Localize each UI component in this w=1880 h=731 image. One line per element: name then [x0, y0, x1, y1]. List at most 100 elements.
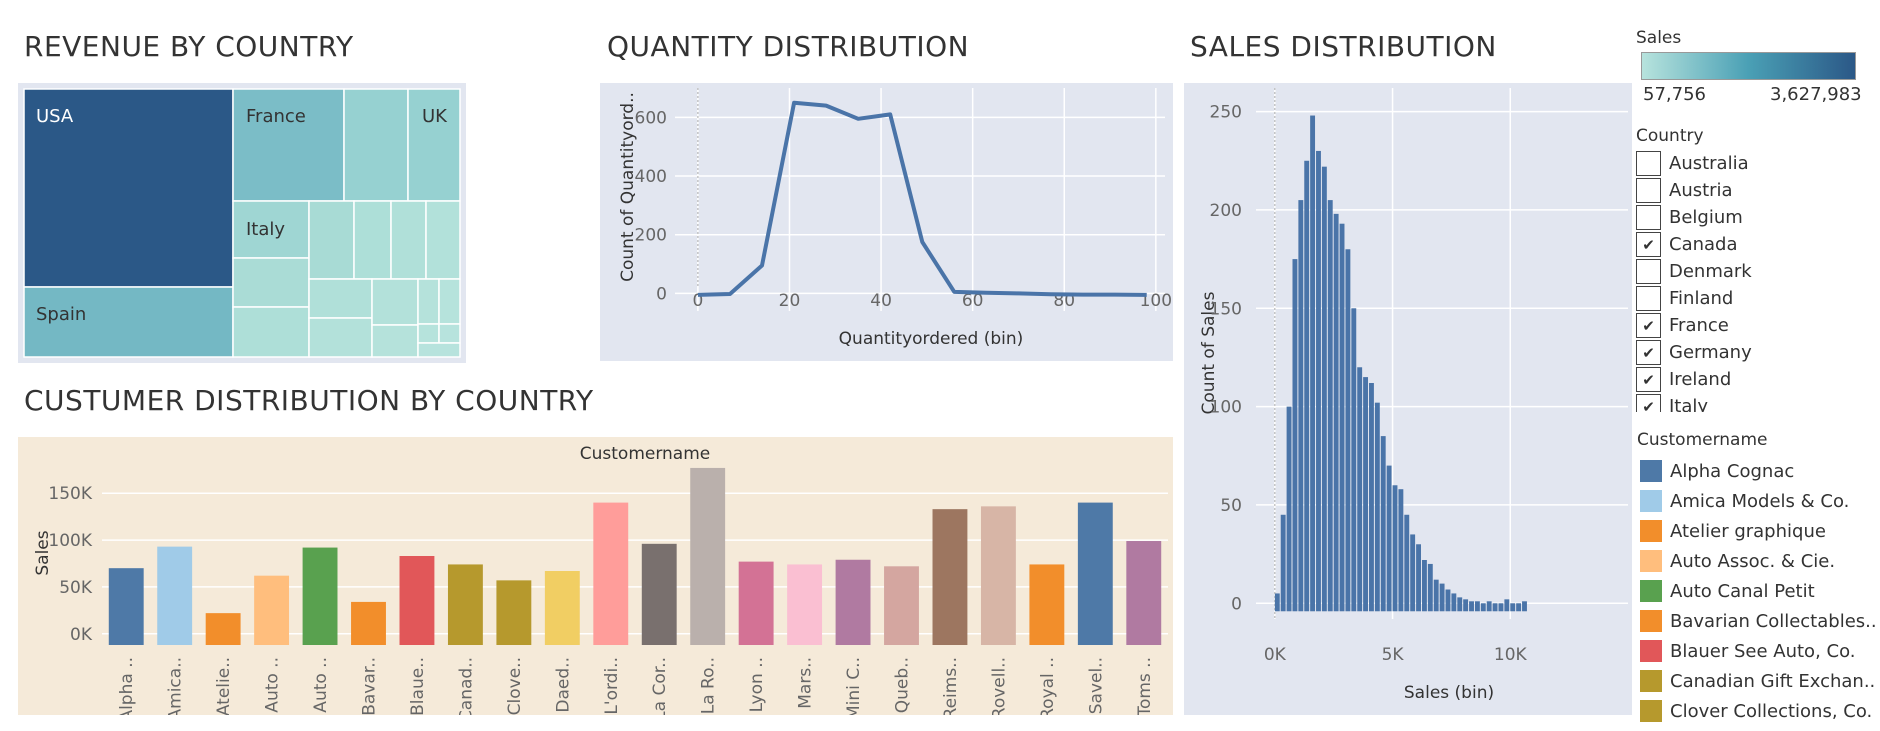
country-filter-item[interactable]: Denmark	[1636, 258, 1856, 285]
sales-histogram-bar[interactable]	[1298, 200, 1304, 612]
customer-legend-item[interactable]: Auto Canal Petit	[1640, 576, 1880, 606]
country-filter-item[interactable]: ✔ Ireland	[1636, 366, 1856, 393]
country-checkbox[interactable]: ✔	[1636, 367, 1661, 392]
sales-histogram-bar[interactable]	[1369, 383, 1374, 612]
customer-bar[interactable]	[641, 543, 677, 645]
sales-histogram-bar[interactable]	[1351, 308, 1357, 612]
customer-bar[interactable]	[787, 564, 823, 645]
customer-bar[interactable]	[254, 575, 290, 645]
customer-bar[interactable]	[496, 580, 532, 645]
country-checkbox[interactable]: ✔	[1636, 394, 1661, 412]
treemap-cell[interactable]	[232, 306, 310, 358]
sales-histogram-bar[interactable]	[1357, 367, 1363, 612]
sales-histogram-bar[interactable]	[1286, 406, 1292, 612]
customer-legend-item[interactable]: Bavarian Collectables..	[1640, 606, 1880, 636]
sales-histogram-bar[interactable]	[1486, 601, 1492, 612]
country-filter-list[interactable]: Australia Austria Belgium ✔ Canada Denmark Fin…	[1636, 150, 1856, 412]
customer-bar[interactable]	[302, 547, 338, 645]
country-checkbox[interactable]: ✔	[1636, 313, 1661, 338]
customer-legend-item[interactable]: Blauer See Auto, Co.	[1640, 636, 1880, 666]
treemap-cell[interactable]	[417, 342, 461, 358]
customer-bar[interactable]	[1077, 502, 1113, 645]
sales-histogram-bar[interactable]	[1327, 200, 1333, 612]
customer-legend-item[interactable]: Canadian Gift Exchan..	[1640, 666, 1880, 696]
sales-histogram-bar[interactable]	[1439, 583, 1445, 612]
sales-histogram-bar[interactable]	[1427, 563, 1433, 612]
sales-histogram-bar[interactable]	[1492, 603, 1498, 612]
sales-histogram-bar[interactable]	[1445, 589, 1451, 612]
treemap-cell[interactable]	[308, 278, 373, 319]
treemap-cell-france[interactable]	[232, 88, 345, 202]
country-checkbox[interactable]	[1636, 259, 1661, 284]
sales-histogram-bar[interactable]	[1433, 579, 1439, 612]
treemap-cell[interactable]	[371, 324, 419, 358]
country-filter-item[interactable]: Finland	[1636, 285, 1856, 312]
sales-histogram-bar[interactable]	[1386, 465, 1392, 612]
treemap-cell[interactable]	[425, 200, 461, 280]
sales-histogram-bar[interactable]	[1316, 150, 1321, 612]
customer-bar[interactable]	[1029, 564, 1065, 645]
country-filter-item[interactable]: Australia	[1636, 150, 1856, 177]
customer-bar[interactable]	[1126, 541, 1162, 645]
sales-histogram-bar[interactable]	[1374, 402, 1380, 612]
sales-histogram-bar[interactable]	[1292, 259, 1298, 612]
treemap-cell[interactable]	[438, 323, 461, 344]
treemap-cell[interactable]	[417, 323, 440, 344]
customer-bar[interactable]	[593, 502, 629, 645]
customer-legend-item[interactable]: Alpha Cognac	[1640, 456, 1880, 486]
customer-legend-item[interactable]: Clover Collections, Co.	[1640, 696, 1880, 726]
treemap-cell[interactable]	[417, 278, 440, 325]
customer-bar[interactable]	[544, 570, 580, 645]
customer-legend-item[interactable]: Auto Assoc. & Cie.	[1640, 546, 1880, 576]
country-filter-item[interactable]: ✔ Italy	[1636, 393, 1856, 412]
sales-histogram-bar[interactable]	[1416, 544, 1421, 612]
customer-bar[interactable]	[690, 467, 726, 645]
sales-histogram-bar[interactable]	[1463, 599, 1469, 612]
sales-histogram-bar[interactable]	[1421, 560, 1427, 612]
sales-histogram-bar[interactable]	[1304, 160, 1310, 612]
country-filter-item[interactable]: Austria	[1636, 177, 1856, 204]
sales-histogram-bar[interactable]	[1404, 514, 1410, 612]
sales-histogram-bar[interactable]	[1451, 593, 1457, 612]
sales-histogram-bar[interactable]	[1510, 603, 1516, 612]
treemap-cell[interactable]	[353, 200, 392, 280]
sales-histogram-bar[interactable]	[1333, 213, 1339, 612]
sales-histogram-bar[interactable]	[1339, 223, 1345, 612]
customer-bar[interactable]	[884, 566, 919, 645]
treemap-cell[interactable]	[438, 278, 461, 325]
quantity-series-line[interactable]	[697, 100, 1147, 297]
sales-histogram-bar[interactable]	[1480, 603, 1486, 612]
treemap-cell-uk-a[interactable]	[343, 88, 409, 202]
treemap-cell[interactable]	[371, 278, 419, 326]
sales-histogram-bar[interactable]	[1363, 377, 1369, 612]
sales-histogram-bar[interactable]	[1274, 593, 1280, 612]
treemap-cell[interactable]	[390, 200, 427, 280]
customer-bar[interactable]	[980, 506, 1016, 645]
treemap-cell[interactable]	[232, 257, 310, 308]
country-checkbox[interactable]	[1636, 286, 1661, 311]
sales-histogram-bar[interactable]	[1321, 166, 1327, 612]
country-filter-item[interactable]: ✔ Canada	[1636, 231, 1856, 258]
sales-histogram-bar[interactable]	[1410, 534, 1416, 612]
customer-bar[interactable]	[351, 601, 386, 645]
sales-histogram-bar[interactable]	[1380, 436, 1386, 612]
country-filter-item[interactable]: ✔ Germany	[1636, 339, 1856, 366]
country-checkbox[interactable]: ✔	[1636, 340, 1661, 365]
sales-histogram-bar[interactable]	[1522, 601, 1527, 612]
sales-histogram-bar[interactable]	[1398, 489, 1404, 612]
sales-histogram-bar[interactable]	[1498, 603, 1504, 612]
sales-histogram-bar[interactable]	[1457, 597, 1463, 612]
customer-bar[interactable]	[835, 559, 871, 645]
sales-histogram-bar[interactable]	[1469, 601, 1474, 612]
sales-histogram-bar[interactable]	[1504, 599, 1510, 612]
customer-legend-item[interactable]: Atelier graphique	[1640, 516, 1880, 546]
treemap-cell[interactable]	[308, 200, 355, 280]
sales-histogram-bar[interactable]	[1345, 249, 1351, 612]
country-checkbox[interactable]	[1636, 151, 1661, 176]
country-checkbox[interactable]	[1636, 178, 1661, 203]
customer-bar[interactable]	[399, 556, 435, 645]
customer-bar[interactable]	[738, 561, 774, 645]
sales-histogram-bar[interactable]	[1310, 115, 1316, 612]
treemap-cell[interactable]	[308, 317, 373, 358]
treemap-cell-spain[interactable]	[23, 286, 234, 358]
